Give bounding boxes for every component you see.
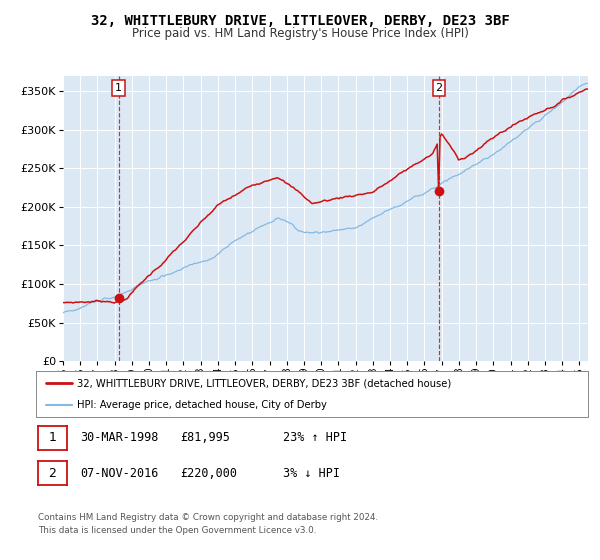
Text: 2: 2 — [48, 466, 56, 480]
Text: HPI: Average price, detached house, City of Derby: HPI: Average price, detached house, City… — [77, 400, 327, 410]
Text: This data is licensed under the Open Government Licence v3.0.: This data is licensed under the Open Gov… — [38, 526, 316, 535]
Text: 3% ↓ HPI: 3% ↓ HPI — [283, 466, 340, 480]
Text: 23% ↑ HPI: 23% ↑ HPI — [283, 431, 347, 445]
Text: 32, WHITTLEBURY DRIVE, LITTLEOVER, DERBY, DE23 3BF (detached house): 32, WHITTLEBURY DRIVE, LITTLEOVER, DERBY… — [77, 378, 452, 388]
Text: 2: 2 — [436, 83, 443, 93]
Text: £220,000: £220,000 — [181, 466, 238, 480]
Text: £81,995: £81,995 — [181, 431, 230, 445]
Text: Price paid vs. HM Land Registry's House Price Index (HPI): Price paid vs. HM Land Registry's House … — [131, 27, 469, 40]
Text: 1: 1 — [48, 431, 56, 445]
Text: 1: 1 — [115, 83, 122, 93]
Text: 07-NOV-2016: 07-NOV-2016 — [80, 466, 158, 480]
Text: 32, WHITTLEBURY DRIVE, LITTLEOVER, DERBY, DE23 3BF: 32, WHITTLEBURY DRIVE, LITTLEOVER, DERBY… — [91, 14, 509, 28]
Text: 30-MAR-1998: 30-MAR-1998 — [80, 431, 158, 445]
Text: Contains HM Land Registry data © Crown copyright and database right 2024.: Contains HM Land Registry data © Crown c… — [38, 513, 378, 522]
